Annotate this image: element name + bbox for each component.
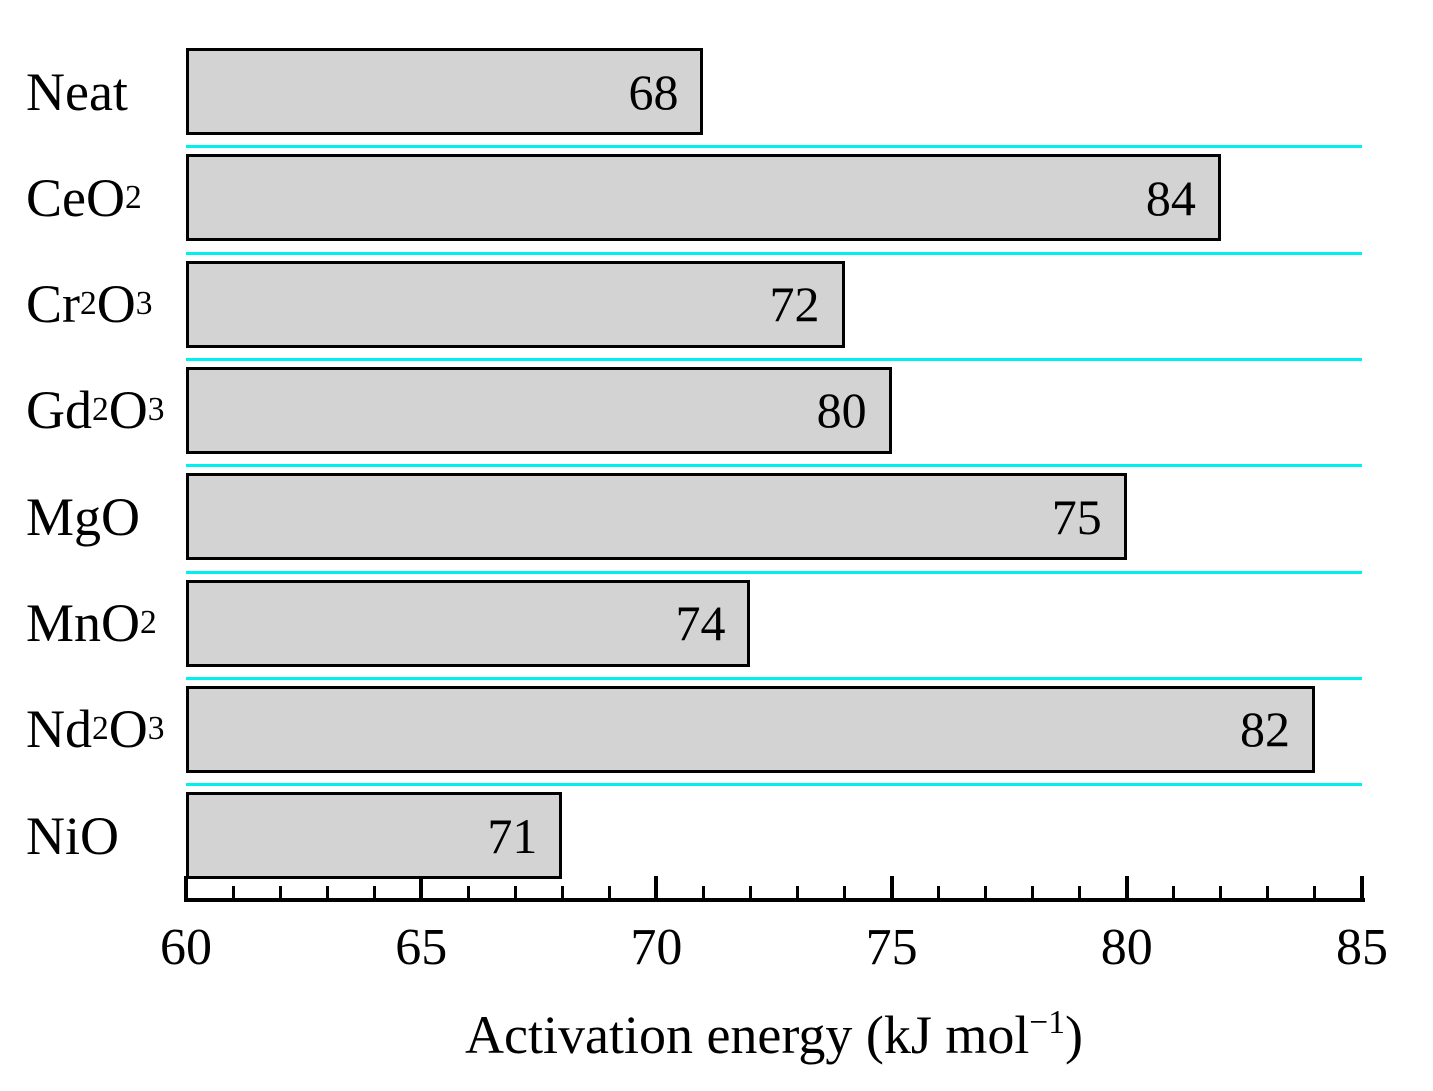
bar-ceo2: 84: [186, 154, 1221, 242]
x-axis-tick-minor: [984, 886, 988, 898]
bar-nio: 71: [186, 792, 563, 880]
x-axis-tick-minor: [1078, 886, 1082, 898]
x-axis-tick-minor: [1172, 886, 1176, 898]
x-axis-tick-minor: [1031, 886, 1035, 898]
x-axis-tick-minor: [1219, 886, 1223, 898]
bar-value-label: 72: [769, 276, 820, 333]
x-axis-tick-minor: [513, 886, 517, 898]
x-axis-tick-major: [889, 876, 894, 898]
superscript: −1: [1029, 1003, 1066, 1041]
x-axis-tick-minor: [796, 886, 800, 898]
category-label-cr2o3: Cr 2 O 3: [26, 274, 153, 335]
row-separator-line: [186, 676, 1362, 680]
x-axis-line: [184, 898, 1365, 902]
x-axis-tick-major: [1360, 876, 1364, 898]
text-run: O: [108, 699, 148, 760]
text-run: Gd: [26, 380, 92, 441]
x-axis-tick-minor: [1313, 886, 1317, 898]
x-axis-tick-minor: [701, 886, 705, 898]
x-axis-tick-minor: [466, 886, 470, 898]
bar-value-label: 74: [675, 595, 726, 651]
x-axis-title: Activation energy (kJ mol−1): [186, 1005, 1362, 1065]
row-separator-line: [186, 357, 1362, 361]
x-axis-tick-minor: [748, 886, 752, 898]
row-separator-line: [186, 783, 1362, 787]
x-axis-tick-major: [1124, 876, 1129, 898]
text-run: ): [1065, 1005, 1083, 1065]
x-axis-tick-label: 85: [1336, 919, 1388, 976]
x-axis-tick-minor: [560, 886, 564, 898]
text-run: MnO: [26, 593, 141, 653]
row-separator-line: [186, 464, 1362, 468]
text-run: Cr: [26, 274, 80, 335]
row-separator-line: [186, 570, 1362, 574]
bar-value-label: 80: [816, 382, 867, 439]
category-label-nd2o3: Nd 2 O 3: [26, 699, 165, 760]
text-run: Nd: [26, 699, 92, 760]
text-run: O: [108, 380, 148, 441]
x-axis-tick-minor: [278, 886, 282, 898]
text-run: MgO: [26, 486, 141, 547]
x-axis-tick-label: 70: [630, 919, 683, 976]
text-run: Activation energy (kJ mol: [465, 1005, 1030, 1065]
bar-neat: 68: [186, 48, 704, 135]
bar-value-label: 82: [1239, 701, 1290, 758]
x-axis-tick-major: [654, 876, 659, 898]
x-axis-tick-major: [184, 876, 188, 898]
x-axis-tick-minor: [325, 886, 329, 898]
bar-value-label: 84: [1145, 169, 1196, 226]
bar-cr2o3: 72: [186, 260, 845, 348]
bar-value-label: 71: [487, 807, 538, 864]
x-axis-tick-minor: [1266, 886, 1270, 898]
text-run: Neat: [26, 61, 128, 122]
category-label-gd2o3: Gd 2 O 3: [26, 380, 165, 441]
bar-mno2: 74: [186, 579, 751, 667]
x-axis-tick-major: [419, 876, 424, 898]
row-separator-line: [186, 145, 1362, 149]
text-run: O: [96, 274, 136, 335]
bar-gd2o3: 80: [186, 366, 892, 454]
category-label-ceo2: CeO 2: [26, 167, 142, 228]
x-axis-tick-label: 75: [865, 919, 918, 976]
x-axis-tick-minor: [607, 886, 611, 898]
x-axis-tick-label: 80: [1100, 919, 1153, 976]
bar-value-label: 75: [1051, 488, 1102, 545]
category-label-mno2: MnO 2: [26, 593, 157, 653]
category-label-neat: Neat: [26, 48, 178, 135]
text-run: NiO: [26, 805, 119, 866]
row-separator-line: [186, 251, 1362, 255]
bar-nd2o3: 82: [186, 685, 1315, 773]
bar-mgo: 75: [186, 473, 1127, 561]
x-axis-tick-minor: [231, 886, 235, 898]
bar-value-label: 68: [628, 63, 679, 120]
x-axis-tick-minor: [937, 886, 941, 898]
text-run: CeO: [26, 167, 125, 228]
x-axis-tick-minor: [843, 886, 847, 898]
x-axis-tick-minor: [372, 886, 376, 898]
category-label-nio: NiO: [26, 792, 178, 879]
x-axis-tick-label: 60: [160, 919, 212, 976]
x-axis-tick-label: 65: [395, 919, 448, 976]
category-label-mgo: MgO: [26, 473, 178, 560]
